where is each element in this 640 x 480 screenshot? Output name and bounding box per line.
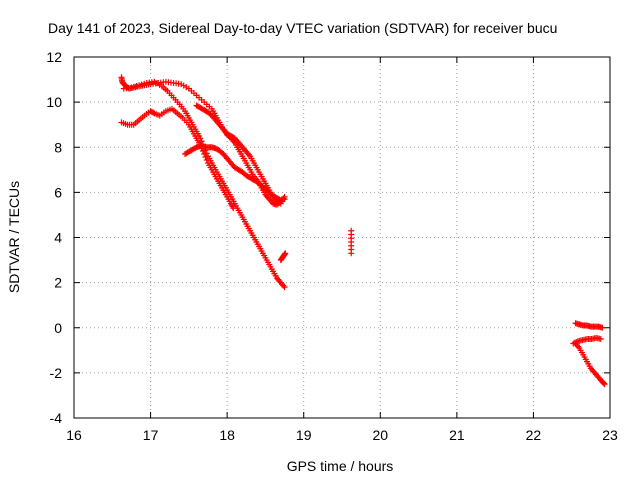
data-point [601,381,608,388]
data-point [600,380,607,387]
y-tick-label: 2 [54,275,62,291]
x-axis-label: GPS time / hours [287,458,394,474]
data-point [277,200,284,207]
y-tick-label: 12 [46,49,62,65]
axis-ticks [73,56,611,419]
data-series [118,74,608,388]
x-tick-label: 21 [449,427,465,443]
y-tick-labels: -4 -2 0 2 4 6 8 10 12 [46,49,62,426]
series-track-j [572,340,608,388]
x-tick-label: 17 [143,427,159,443]
y-tick-label: -2 [50,365,63,381]
series-track-i [570,334,604,347]
y-tick-label: 4 [54,230,62,246]
x-tick-label: 16 [66,427,82,443]
data-point [202,154,209,161]
y-tick-label: -4 [50,410,63,426]
data-point [201,151,208,158]
y-tick-label: 0 [54,320,62,336]
y-tick-label: 8 [54,139,62,155]
data-point [597,336,604,343]
series-track-d [182,143,288,204]
data-point [348,250,355,257]
data-point [230,205,237,212]
series-track-g [348,227,355,257]
x-tick-label: 19 [296,427,312,443]
x-tick-label: 18 [219,427,235,443]
data-point [150,109,157,116]
y-axis-label: SDTVAR / TECUs [6,181,22,293]
data-point [599,324,606,331]
series-track-h [572,320,606,331]
x-tick-label: 22 [526,427,542,443]
series-track-e [193,102,284,207]
data-point [281,284,288,291]
y-tick-label: 10 [46,94,62,110]
y-tick-label: 6 [54,184,62,200]
data-point [203,157,210,164]
x-tick-label: 20 [372,427,388,443]
series-track-f [277,250,289,264]
x-tick-label: 23 [602,427,618,443]
grid [74,57,610,418]
x-tick-labels: 16 17 18 19 20 21 22 23 [66,427,618,443]
data-point [282,250,289,257]
data-point [276,199,283,206]
series-track-c [118,105,237,212]
chart-title: Day 141 of 2023, Sidereal Day-to-day VTE… [48,20,557,36]
data-point [281,196,288,203]
